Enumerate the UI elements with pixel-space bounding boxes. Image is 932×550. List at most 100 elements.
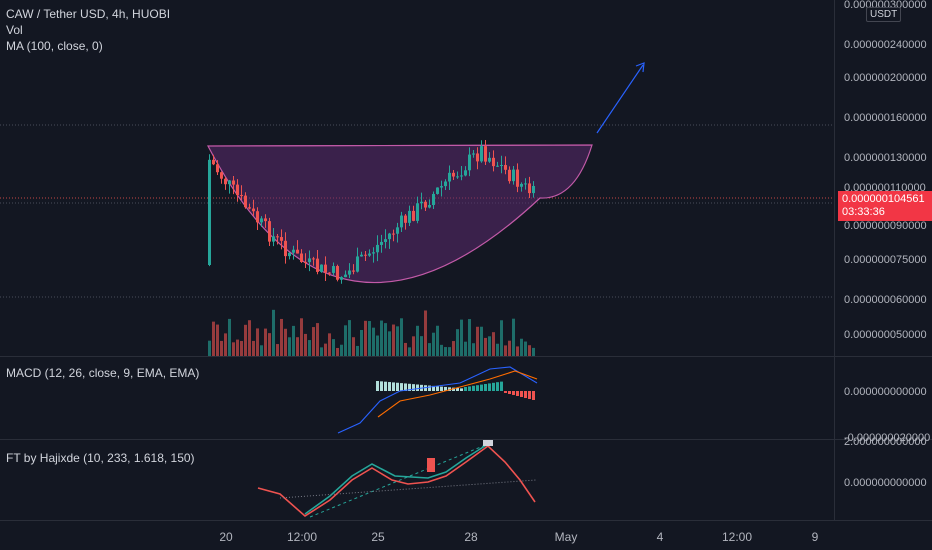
candle-body	[280, 237, 283, 241]
candle-body	[316, 258, 319, 272]
macd-histogram-bar	[492, 382, 495, 391]
ft-line-up	[304, 443, 489, 515]
macd-pane[interactable]: MACD (12, 26, close, 9, EMA, EMA)	[0, 357, 932, 439]
projection-arrow	[596, 64, 644, 134]
time-axis-label[interactable]: May	[554, 530, 578, 544]
ft-legend[interactable]: FT by Hajixde (10, 233, 1.618, 150)	[6, 451, 195, 465]
volume-bar	[524, 341, 527, 356]
candle-body	[212, 159, 215, 165]
volume-bar	[212, 321, 215, 356]
price-axis-label[interactable]: 0.000000200000	[844, 72, 927, 84]
candle-body	[468, 154, 471, 171]
candle-body	[300, 253, 303, 262]
ft-axis-label[interactable]: 2.000000000000	[844, 436, 927, 448]
candle-body	[344, 274, 347, 278]
volume-bar	[244, 324, 247, 356]
macd-legend[interactable]: MACD (12, 26, close, 9, EMA, EMA)	[6, 366, 200, 380]
time-axis-label[interactable]: 20	[219, 530, 233, 544]
volume-bar	[528, 345, 531, 356]
time-axis-label[interactable]: 28	[464, 530, 478, 544]
volume-bar	[284, 328, 287, 356]
macd-canvas[interactable]	[0, 357, 834, 439]
price-axis-label[interactable]: 0.000000050000	[844, 329, 927, 341]
macd-histogram-bar	[508, 391, 511, 394]
volume-bar	[332, 339, 335, 356]
macd-histogram-bar	[452, 387, 455, 391]
price-axis-label[interactable]: 0.000000075000	[844, 254, 927, 266]
candle-body	[320, 264, 323, 272]
candle-body	[336, 266, 339, 280]
macd-histogram-bar	[432, 385, 435, 391]
time-axis-label[interactable]: 4	[656, 530, 664, 544]
candle-body	[332, 266, 335, 273]
price-axis-label[interactable]: 0.000000090000	[844, 220, 927, 232]
macd-histogram-bar	[436, 386, 439, 391]
price-axis-label[interactable]: 0.000000300000	[844, 0, 927, 11]
candle-body	[304, 261, 307, 263]
symbol-legend: CAW / Tether USD, 4h, HUOBI Vol MA (100,…	[6, 6, 170, 54]
ft-trend-line	[309, 443, 489, 518]
price-axis-label[interactable]: 0.000000240000	[844, 39, 927, 51]
macd-axis-label[interactable]: -0.000000020000	[844, 432, 931, 444]
volume-bar	[488, 336, 491, 356]
currency-badge[interactable]: USDT	[866, 7, 902, 22]
volume-bar	[372, 327, 375, 356]
volume-bar	[400, 318, 403, 356]
volume-bar	[336, 347, 339, 356]
candle-body	[236, 184, 239, 196]
ma-legend[interactable]: MA (100, close, 0)	[6, 39, 103, 53]
macd-histogram-bar	[408, 383, 411, 391]
projection-arrow-head	[635, 62, 645, 73]
macd-histogram-bar	[460, 388, 463, 391]
macd-histogram-bar	[412, 384, 415, 391]
macd-histogram-bar	[468, 386, 471, 391]
vol-legend[interactable]: Vol	[6, 23, 23, 37]
time-axis-label[interactable]: 9	[811, 530, 819, 544]
time-axis-label[interactable]: 25	[371, 530, 385, 544]
price-chart-canvas[interactable]	[0, 0, 834, 356]
price-axis-label[interactable]: 0.000000130000	[844, 152, 927, 164]
pane-separator[interactable]	[0, 439, 932, 440]
candle-body	[452, 172, 455, 177]
pane-separator[interactable]	[0, 356, 932, 357]
macd-axis-label[interactable]: 0.000000000000	[844, 386, 927, 398]
candle-body	[292, 249, 295, 253]
price-axis-separator	[834, 0, 835, 520]
macd-histogram-bar	[448, 387, 451, 391]
macd-histogram-bar	[488, 383, 491, 391]
candle-body	[384, 239, 387, 242]
ft-axis-label[interactable]: 0.000000000000	[844, 477, 927, 489]
price-axis-label[interactable]: 0.000000160000	[844, 112, 927, 124]
price-pane[interactable]: CAW / Tether USD, 4h, HUOBI Vol MA (100,…	[0, 0, 932, 356]
symbol-title[interactable]: CAW / Tether USD, 4h, HUOBI	[6, 7, 171, 21]
time-axis-label[interactable]: 12:00	[286, 530, 318, 544]
candle-body	[484, 146, 487, 162]
candle-body	[324, 264, 327, 273]
volume-bar	[268, 333, 271, 356]
volume-bar	[272, 309, 275, 356]
candle-body	[328, 272, 331, 274]
ft-top-marker	[483, 440, 493, 446]
candle-body	[444, 181, 447, 187]
ft-canvas[interactable]	[0, 440, 834, 520]
macd-histogram-bar	[516, 391, 519, 396]
last-price-tag: 0.000000104561 03:33:36	[838, 191, 932, 221]
candle-body	[264, 218, 267, 222]
candle-body	[388, 233, 391, 240]
volume-bar	[280, 318, 283, 356]
macd-histogram-bar	[428, 385, 431, 391]
macd-histogram-bar	[376, 381, 379, 391]
price-axis-label[interactable]: 0.000000060000	[844, 294, 927, 306]
candle-body	[252, 208, 255, 212]
candle-body	[244, 195, 247, 208]
volume-bar	[228, 318, 231, 356]
macd-histogram-bar	[472, 385, 475, 391]
ft-pane[interactable]: FT by Hajixde (10, 233, 1.618, 150)	[0, 440, 932, 520]
candle-body	[284, 240, 287, 257]
time-axis-label[interactable]: 12:00	[721, 530, 753, 544]
candle-body	[532, 186, 535, 194]
volume-bar	[360, 329, 363, 356]
volume-bar	[420, 336, 423, 356]
candle-body	[428, 205, 431, 208]
candle-body	[288, 252, 291, 257]
